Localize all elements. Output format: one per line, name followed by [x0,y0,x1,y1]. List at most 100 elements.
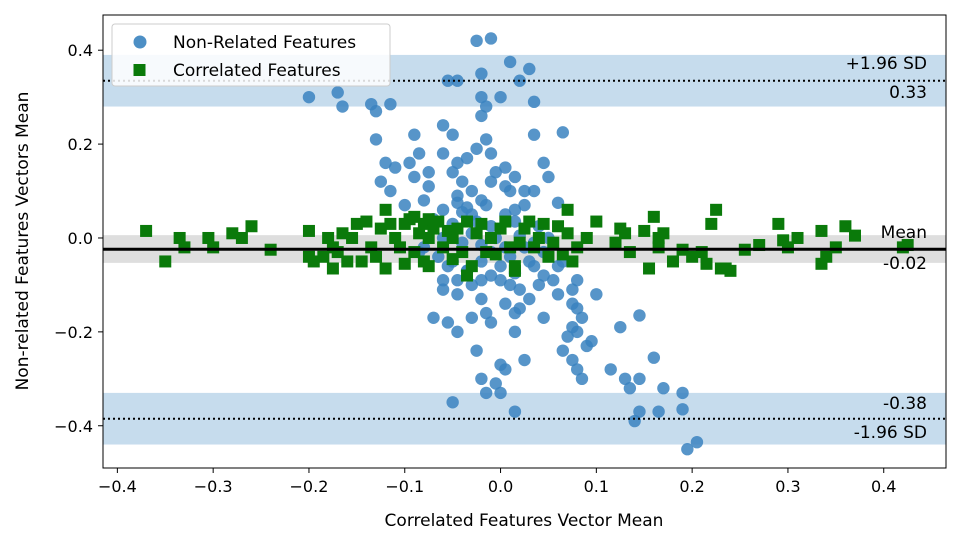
data-point-correlated [245,220,258,233]
data-point-non-related [484,175,498,188]
data-point-non-related [427,311,440,324]
data-point-correlated [566,255,579,268]
data-point-correlated [350,217,363,230]
data-point-non-related [575,372,589,386]
data-point-correlated [446,231,459,244]
upper-sd-value: 0.33 [889,83,927,103]
data-point-non-related [585,335,598,348]
data-point-non-related [436,274,450,287]
data-point-non-related [451,274,464,287]
data-point-correlated [580,231,593,244]
data-point-correlated [523,215,536,228]
data-point-non-related [494,90,507,104]
data-point-non-related [556,126,570,139]
data-point-correlated [384,217,397,230]
data-point-correlated [360,215,373,228]
data-point-non-related [460,201,474,214]
data-point-non-related [470,142,483,155]
data-point-non-related [451,288,464,301]
data-point-correlated [446,253,459,266]
data-point-non-related [508,215,522,228]
data-point-non-related [537,311,550,324]
data-point-correlated [465,260,478,273]
data-point-non-related [384,184,397,198]
data-point-non-related [566,283,579,296]
data-point-correlated [848,229,861,242]
data-point-correlated [173,231,186,244]
data-point-non-related [556,344,570,357]
data-point-non-related [570,363,584,376]
data-point-correlated [393,241,406,254]
data-point-non-related [523,62,536,76]
data-point-correlated [556,248,569,261]
data-point-correlated [374,222,387,235]
data-point-non-related [647,351,661,364]
data-point-correlated [226,227,239,240]
data-point-non-related [494,259,507,273]
data-point-non-related [408,170,421,184]
data-point-correlated [379,203,392,216]
data-point-correlated [235,231,248,244]
data-point-non-related [475,255,488,268]
y-tick-label: 0.4 [68,41,93,60]
data-point-non-related [451,74,464,87]
data-point-non-related [532,278,546,292]
data-point-correlated [202,231,215,244]
data-point-non-related [369,105,383,118]
data-point-non-related [676,386,689,400]
data-point-non-related [456,236,469,249]
data-point-non-related [484,147,498,160]
data-point-correlated [451,222,464,235]
data-point-non-related [374,175,388,188]
data-point-non-related [465,278,479,292]
data-point-correlated [336,227,349,240]
data-point-non-related [441,74,455,87]
data-point-non-related [513,302,526,315]
data-point-non-related [518,184,531,198]
data-point-correlated [422,260,435,273]
data-point-correlated [140,224,153,237]
data-point-correlated [346,231,359,244]
data-point-non-related [499,297,512,310]
data-point-non-related [499,180,512,193]
data-point-correlated [484,231,497,244]
data-point-non-related [681,443,694,456]
mean-label: Mean [881,223,927,243]
data-point-non-related [398,198,411,212]
x-tick-label: 0.4 [871,477,896,496]
data-point-non-related [412,147,426,160]
data-point-non-related [676,403,689,416]
data-point-non-related [446,166,459,179]
data-point-non-related [494,386,507,400]
data-point-non-related [489,166,502,179]
data-point-correlated [686,250,699,263]
data-point-correlated [389,231,402,244]
data-point-non-related [537,269,550,282]
data-point-non-related [518,198,531,212]
data-point-non-related [508,325,522,339]
legend-label-correlated: Correlated Features [173,61,341,81]
data-point-non-related [369,133,383,146]
data-point-non-related [508,170,522,184]
data-point-correlated [159,255,172,268]
data-point-correlated [815,224,828,237]
data-point-non-related [451,325,464,339]
y-tick-label: 0.0 [68,229,93,248]
data-point-non-related [527,184,541,198]
data-point-non-related [657,381,670,395]
data-point-non-related [633,372,646,386]
x-tick-label: −0.2 [290,477,329,496]
data-point-non-related [484,220,498,233]
data-point-correlated [647,210,660,223]
data-point-non-related [551,288,565,301]
data-point-non-related [432,250,445,263]
lower-sd-label: -1.96 SD [854,423,927,443]
data-point-non-related [633,405,646,418]
data-point-non-related [446,128,459,141]
data-point-correlated [178,241,191,254]
data-point-correlated [398,257,411,270]
data-point-correlated [657,227,670,240]
data-point-non-related [436,147,450,160]
data-point-non-related [503,55,517,69]
data-point-correlated [341,255,354,268]
